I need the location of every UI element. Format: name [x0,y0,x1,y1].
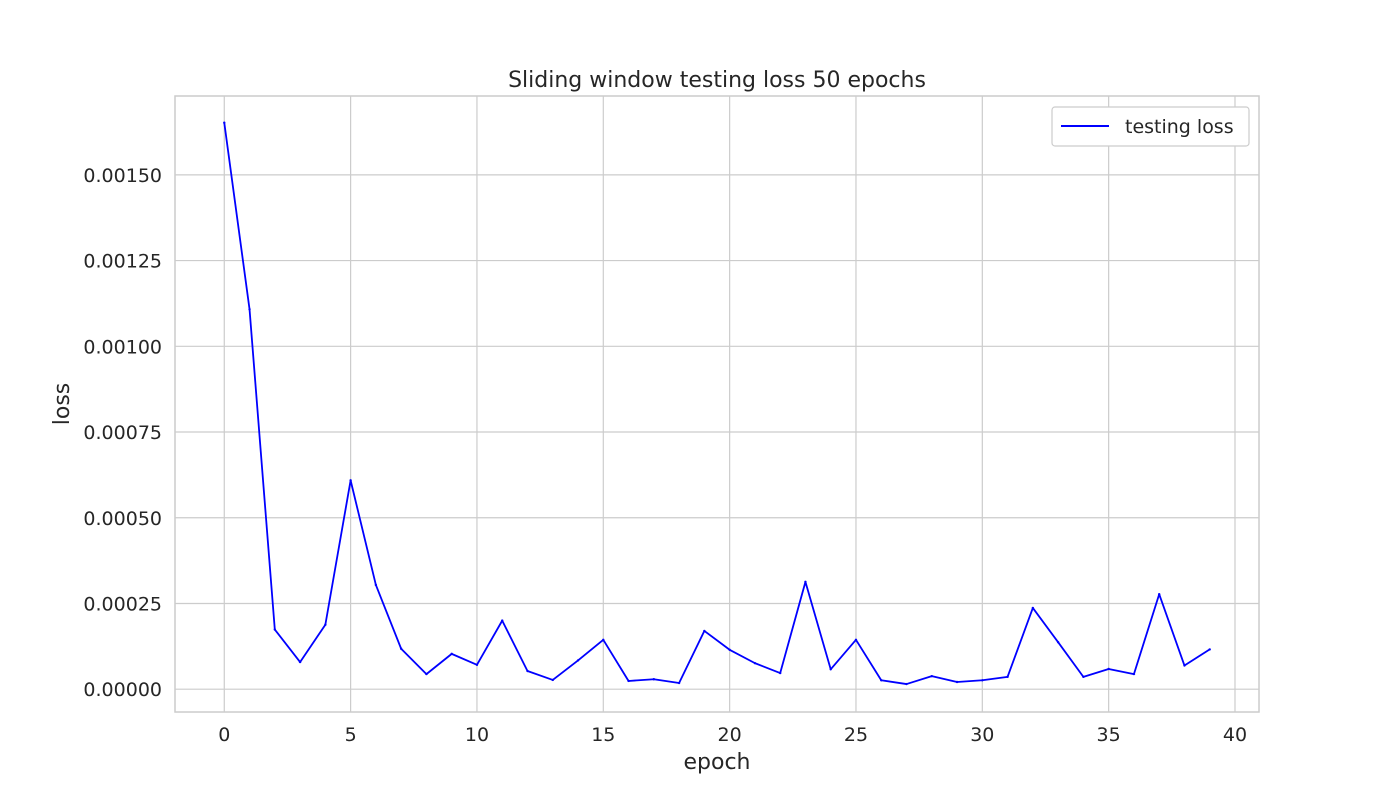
data-point [602,638,605,642]
data-point [627,679,630,683]
x-axis-label: epoch [684,750,751,775]
data-point [324,623,327,626]
data-point [829,668,832,671]
data-point [1107,667,1110,671]
y-tick-label: 0.00075 [83,422,162,444]
legend-box [1051,106,1250,147]
data-point [223,121,226,124]
data-point [880,679,883,682]
data-point [1157,593,1161,596]
y-tick-label: 0.00000 [83,679,162,701]
data-point [273,628,277,631]
legend-label-testing-loss: testing loss [1125,116,1234,138]
data-point [374,583,378,587]
y-axis-ticks: 0.00000 0.00025 0.00050 0.00075 0.00100 0.001… [83,165,162,701]
data-point [905,682,908,686]
data-point [248,308,251,311]
x-tick-label: 0 [218,724,230,746]
data-point [475,663,479,667]
data-point [981,679,984,682]
x-tick-label: 35 [1097,724,1121,746]
data-point [349,479,352,482]
x-tick-label: 15 [591,724,615,746]
data-point [854,638,858,642]
data-point [703,629,706,633]
y-axis-label: loss [50,383,75,426]
y-tick-label: 0.00150 [83,165,162,187]
data-point [955,680,959,684]
plot-frame [174,95,1260,713]
legend: testing loss [1051,106,1250,147]
series-line-testing-loss [223,122,1211,685]
data-point [1006,675,1009,679]
data-point [1208,648,1211,651]
chart-title: Sliding window testing loss 50 epochs [508,68,926,93]
x-tick-label: 10 [465,724,489,746]
data-point [677,681,681,685]
data-point [298,660,302,664]
data-point [728,648,731,651]
x-tick-label: 30 [970,724,994,746]
data-point [1082,675,1085,679]
data-point [501,619,504,622]
x-tick-label: 25 [844,724,868,746]
data-point [1031,606,1035,610]
x-tick-label: 5 [345,724,357,746]
data-point [930,674,933,678]
x-tick-label: 20 [718,724,742,746]
x-axis-ticks: 0 5 10 15 20 25 30 35 40 [218,724,1247,746]
data-point [425,672,428,676]
data-point [450,652,453,656]
data-point [804,580,807,584]
data-point [753,661,757,665]
series-layer [223,121,1211,686]
y-tick-label: 0.00025 [83,593,162,615]
grid [175,96,1259,712]
y-tick-label: 0.00050 [83,508,162,530]
data-point [1183,664,1186,667]
data-point [576,659,580,662]
data-point [399,647,403,650]
data-point [1132,672,1136,676]
y-tick-label: 0.00125 [83,251,162,273]
data-point [778,671,782,675]
y-tick-label: 0.00100 [83,336,162,358]
data-point [652,678,656,681]
x-tick-label: 40 [1223,724,1247,746]
data-point [551,678,554,682]
data-point [1056,641,1060,644]
data-point [526,669,529,673]
